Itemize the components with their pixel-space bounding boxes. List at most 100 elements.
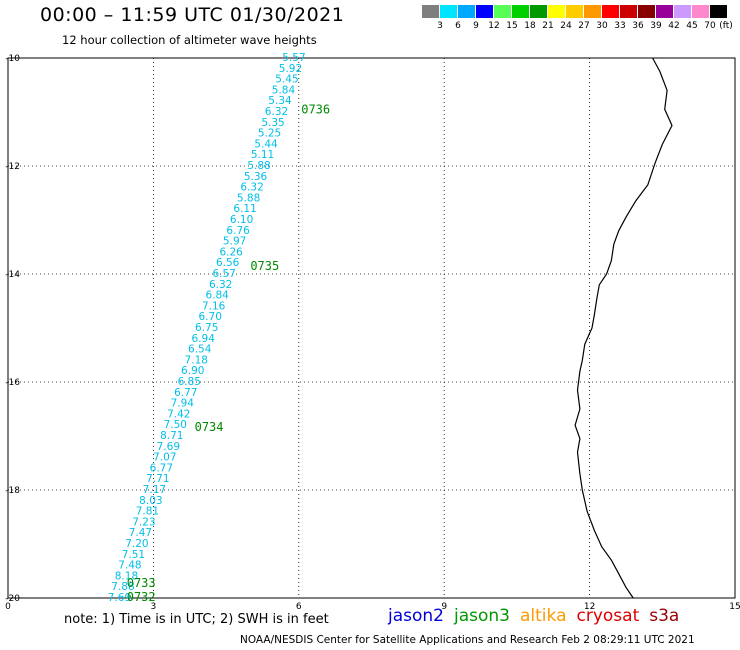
wave-height-value: 7.17: [143, 484, 166, 496]
wave-height-value: 6.32: [265, 106, 288, 118]
wave-height-value: 5.11: [251, 149, 274, 161]
y-tick-label: -20: [5, 594, 20, 604]
legend-unit-label: (ft): [719, 21, 733, 31]
wave-height-value: 7.71: [146, 473, 169, 485]
wave-height-value: 5.84: [272, 84, 296, 96]
page-title: 00:00 – 11:59 UTC 01/30/2021: [40, 4, 345, 26]
wave-height-value: 6.32: [240, 182, 263, 194]
wave-height-value: 7.88: [111, 581, 134, 593]
wave-height-value: 7.47: [129, 527, 152, 539]
wave-height-value: 6.94: [192, 333, 216, 345]
legend-swatch: [422, 5, 439, 18]
legend-label: 33: [614, 21, 626, 31]
wave-height-value: 7.07: [153, 452, 176, 464]
x-tick-label: 12: [584, 602, 595, 610]
wave-height-value: 7.94: [171, 398, 195, 410]
legend-label: 39: [650, 21, 662, 31]
wave-height-value: 5.92: [279, 63, 302, 75]
map-frame: [7, 57, 736, 599]
wave-height-value: 5.45: [275, 74, 298, 86]
coastline: [574, 57, 673, 599]
page-subtitle: 12 hour collection of altimeter wave hei…: [62, 33, 317, 47]
satellite-name: jason3: [454, 606, 510, 626]
legend-swatch: [530, 5, 547, 18]
wave-height-value: 7.69: [108, 592, 131, 604]
y-tick-label: -14: [5, 270, 20, 280]
legend-swatch: [494, 5, 511, 18]
pass-time-label: 0736: [301, 102, 330, 116]
legend-swatch: [458, 5, 475, 18]
legend-swatch: [674, 5, 691, 18]
wave-height-value: 7.18: [185, 354, 208, 366]
x-tick-label: 0: [5, 602, 11, 610]
x-tick-label: 3: [151, 602, 157, 610]
legend-swatch: [440, 5, 457, 18]
wave-height-value: 6.90: [181, 365, 204, 377]
wave-height-value: 6.85: [178, 376, 201, 388]
satellite-name: altika: [520, 606, 567, 626]
wave-height-value: 7.69: [157, 441, 180, 453]
legend-swatch: [692, 5, 709, 18]
x-tick-label: 6: [296, 602, 302, 610]
pass-time-label: 0733: [127, 576, 156, 590]
legend-swatch: [512, 5, 529, 18]
legend-label: 18: [524, 21, 536, 31]
wave-height-value: 5.35: [261, 117, 284, 129]
wave-height-value: 6.32: [209, 279, 232, 291]
wave-height-value: 6.75: [195, 322, 218, 334]
wave-height-value: 7.42: [167, 408, 190, 420]
wave-height-value: 6.11: [233, 203, 256, 215]
satellite-name: cryosat: [576, 606, 640, 626]
legend-label: 27: [578, 21, 590, 31]
wave-height-value: 5.25: [258, 128, 281, 140]
wave-height-value: 5.57: [282, 52, 305, 64]
y-tick-label: -12: [5, 162, 20, 172]
wave-height-value: 6.54: [188, 344, 212, 356]
legend-swatch: [656, 5, 673, 18]
footer-credit: NOAA/NESDIS Center for Satellite Applica…: [240, 634, 695, 646]
pass-time-label: 0734: [195, 420, 224, 434]
legend-swatch: [638, 5, 655, 18]
x-tick-label: 15: [729, 602, 740, 610]
pass-time-label: 0732: [127, 590, 156, 604]
wave-height-value: 8.71: [160, 430, 183, 442]
legend-swatch: [548, 5, 565, 18]
legend-label: 15: [506, 21, 518, 31]
legend-swatch: [602, 5, 619, 18]
wave-height-value: 7.81: [136, 506, 159, 518]
wave-height-value: 8.18: [115, 570, 138, 582]
legend-swatch: [710, 5, 727, 18]
wave-height-value: 5.97: [223, 236, 246, 248]
legend-label: 3: [437, 21, 443, 31]
wave-height-value: 6.56: [216, 257, 240, 269]
wave-height-value: 5.44: [254, 138, 278, 150]
wave-height-value: 6.84: [205, 290, 229, 302]
y-tick-label: -16: [5, 378, 20, 388]
satellite-name: jason2: [388, 606, 444, 626]
legend-swatch: [476, 5, 493, 18]
wave-height-value: 7.48: [118, 560, 141, 572]
legend-label: 24: [560, 21, 572, 31]
legend-label: 12: [488, 21, 500, 31]
legend-label: 45: [686, 21, 698, 31]
wave-height-value: 5.34: [268, 95, 292, 107]
wave-height-value: 7.51: [122, 549, 145, 561]
legend-label: 6: [455, 21, 461, 31]
legend-label: 9: [473, 21, 479, 31]
wave-height-value: 6.70: [199, 311, 222, 323]
legend-label: 30: [596, 21, 608, 31]
wave-height-value: 6.76: [226, 225, 250, 237]
legend-swatch: [584, 5, 601, 18]
legend-swatch: [620, 5, 637, 18]
wave-height-value: 7.23: [132, 516, 155, 528]
wave-height-value: 7.20: [125, 538, 148, 550]
wave-height-value: 7.50: [164, 419, 187, 431]
units-note: note: 1) Time is in UTC; 2) SWH is in fe…: [64, 612, 329, 627]
wave-height-value: 6.57: [212, 268, 235, 280]
wave-height-value: 5.88: [247, 160, 270, 172]
wave-height-value: 5.36: [244, 171, 268, 183]
satellite-name: s3a: [649, 606, 680, 626]
legend-label: 42: [668, 21, 680, 31]
wave-height-value: 6.10: [230, 214, 253, 226]
wave-height-value: 6.26: [219, 246, 243, 258]
